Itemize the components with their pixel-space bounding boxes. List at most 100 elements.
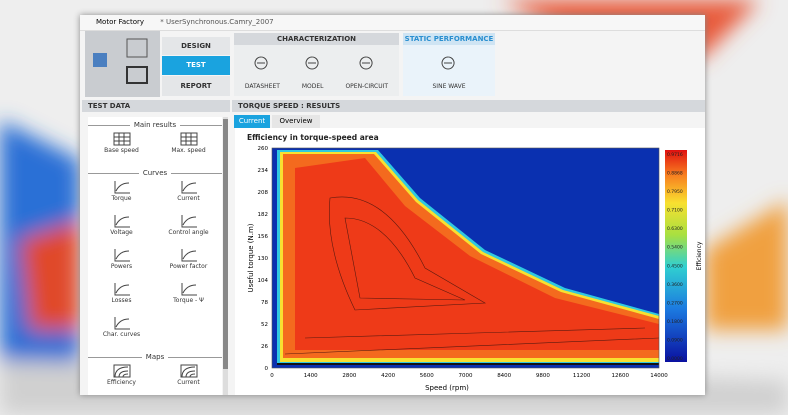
- x-tick-label: 9800: [536, 373, 550, 379]
- icon: [181, 283, 197, 296]
- group-title: Main results: [88, 121, 222, 129]
- y-axis-label: Useful torque (N.m): [247, 223, 255, 292]
- colorbar-tick-label: 0.0900: [667, 337, 683, 343]
- group-title: Curves: [88, 169, 222, 177]
- list-item[interactable]: Current: [155, 179, 222, 213]
- panel-header: TEST DATA: [82, 100, 230, 112]
- list-item[interactable]: Control angle: [155, 213, 222, 247]
- nav-report[interactable]: REPORT: [162, 76, 230, 96]
- ribbon-label: SINE WAVE: [432, 83, 466, 90]
- list-item[interactable]: Voltage: [88, 213, 155, 247]
- item-label: Powers: [110, 263, 133, 270]
- icon: [441, 56, 455, 70]
- icon: [180, 132, 197, 146]
- scrollbar[interactable]: [223, 117, 228, 395]
- tab[interactable]: Overview: [272, 115, 320, 128]
- colorbar-tick-label: 0.7100: [667, 208, 683, 214]
- icon-shape: [180, 132, 197, 146]
- icon: [114, 181, 130, 194]
- item-label: Losses: [111, 297, 132, 304]
- icon-shape: [181, 283, 197, 296]
- document-name: * UserSynchronous.Camry_2007: [160, 18, 274, 26]
- item-label: Char. curves: [102, 331, 141, 338]
- y-tick-label: 156: [258, 234, 269, 240]
- list-item[interactable]: Losses: [88, 281, 155, 315]
- icon-shape: [113, 364, 130, 378]
- icon: [359, 56, 373, 70]
- list-item[interactable]: Torque - Ψ: [155, 281, 222, 315]
- y-tick-label: 130: [258, 256, 269, 262]
- icon: [113, 364, 130, 378]
- list-item[interactable]: Power factor: [155, 247, 222, 281]
- efficiency-map: Efficiency in torque-speed area Speed (r…: [235, 128, 705, 395]
- icon-shape: [114, 181, 130, 194]
- list-item[interactable]: Torque: [88, 179, 155, 213]
- list-item[interactable]: Powers: [88, 247, 155, 281]
- icon: [114, 249, 130, 262]
- y-tick-label: 208: [258, 190, 269, 196]
- item-label: Voltage: [110, 229, 133, 236]
- nav-test[interactable]: TEST: [162, 56, 230, 75]
- icon-shape: [305, 56, 319, 70]
- ribbon-title: CHARACTERIZATION: [234, 33, 399, 45]
- item-label: Control angle: [168, 229, 209, 236]
- colorbar-tick-label: 0.2700: [667, 300, 683, 306]
- y-tick-label: 52: [261, 322, 268, 328]
- y-tick-label: 182: [258, 212, 269, 218]
- colorbar: [665, 150, 687, 362]
- icon: [305, 56, 319, 70]
- y-tick-label: 260: [258, 146, 269, 152]
- icon-shape: [114, 215, 130, 228]
- x-tick-label: 7000: [459, 373, 473, 379]
- icon: [114, 283, 130, 296]
- icon: [113, 132, 130, 146]
- icon: [254, 56, 268, 70]
- item-label: Current: [177, 379, 200, 386]
- file-icons: [85, 31, 160, 97]
- x-tick-label: 12600: [612, 373, 630, 379]
- x-tick-label: 2800: [342, 373, 356, 379]
- ribbon-button[interactable]: OPEN-CIRCUIT: [345, 51, 388, 90]
- icon-shape: [359, 56, 373, 70]
- item-label: Base speed: [104, 147, 139, 154]
- icon-shape: [254, 56, 268, 70]
- colorbar-tick-label: 0.3600: [667, 282, 683, 288]
- static-performance-panel: STATIC PERFORMANCE SINE WAVE: [403, 33, 495, 96]
- ribbon-button[interactable]: MODEL: [302, 51, 324, 90]
- item-label: Torque: [111, 195, 132, 202]
- title-bar: Motor Factory * UserSynchronous.Camry_20…: [80, 15, 705, 31]
- icon-shape: [114, 317, 130, 330]
- list-item[interactable]: Char. curves: [88, 315, 155, 349]
- list-item[interactable]: Max. speed: [155, 131, 222, 165]
- nav-design[interactable]: DESIGN: [162, 37, 230, 55]
- item-label: Power factor: [169, 263, 208, 270]
- colorbar-tick-label: 0.9716: [667, 152, 683, 158]
- ribbon-button[interactable]: SINE WAVE: [433, 51, 466, 90]
- group-title: Maps: [88, 353, 222, 361]
- icon-shape: [114, 283, 130, 296]
- y-tick-label: 234: [258, 168, 269, 174]
- colorbar-tick-label: 0.6300: [667, 226, 683, 232]
- list-item[interactable]: Efficiency: [88, 363, 155, 395]
- icon: [180, 364, 197, 378]
- icon: [114, 215, 130, 228]
- list-item[interactable]: Current: [155, 363, 222, 395]
- list-item[interactable]: Base speed: [88, 131, 155, 165]
- plot-title: Efficiency in torque-speed area: [247, 133, 379, 142]
- colorbar-label: Efficiency: [696, 241, 703, 270]
- x-tick-label: 8400: [497, 373, 511, 379]
- x-axis-label: Speed (rpm): [425, 384, 469, 392]
- x-tick-label: 5600: [420, 373, 434, 379]
- panel-header: TORQUE SPEED : RESULTS: [232, 100, 705, 112]
- ribbon-button[interactable]: DATASHEET: [245, 51, 280, 90]
- icon-shape: [180, 364, 197, 378]
- item-label: Current: [177, 195, 200, 202]
- colorbar-tick-label: 0.1800: [667, 319, 683, 325]
- icon-shape: [181, 249, 197, 262]
- tab[interactable]: Current: [234, 115, 270, 128]
- efficiency-zone: [295, 158, 659, 350]
- icon-shape: [114, 249, 130, 262]
- y-tick-label: 0: [265, 366, 269, 372]
- colorbar-tick-label: 0.8868: [667, 171, 683, 177]
- icon: [181, 215, 197, 228]
